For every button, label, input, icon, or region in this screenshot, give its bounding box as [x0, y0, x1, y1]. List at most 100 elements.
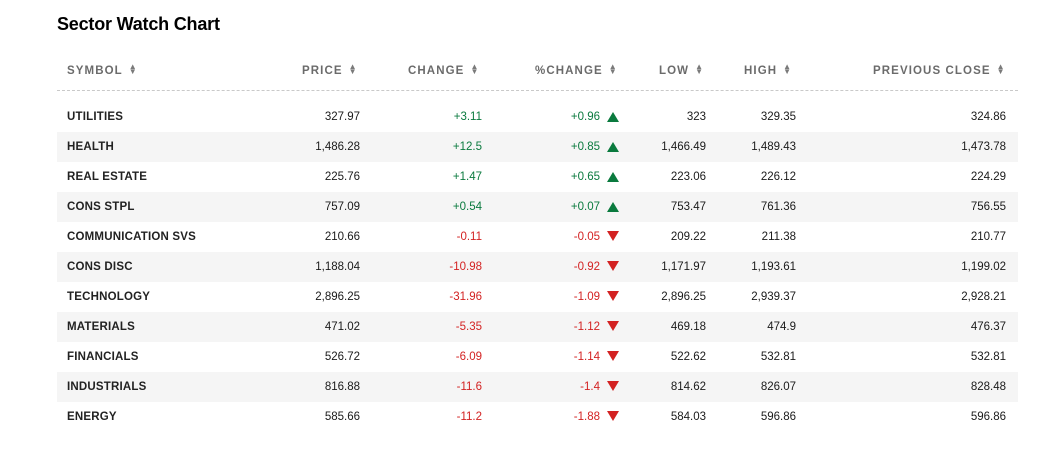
arrow-down-icon [607, 321, 619, 331]
sort-previous-close-header[interactable]: PREVIOUS CLOSE ▲ ▼ [873, 62, 1006, 77]
table-row[interactable]: CONS DISC 1,188.04 -10.98 -0.92 1,171.97 1,19… [57, 252, 1018, 282]
high-cell: 329.35 [760, 111, 796, 123]
symbol-cell[interactable]: HEALTH [67, 141, 114, 153]
low-cell: 469.18 [670, 321, 706, 333]
low-cell: 584.03 [670, 411, 706, 423]
previous-close-cell: 224.29 [970, 171, 1006, 183]
change-cell: -31.96 [449, 291, 482, 303]
high-cell: 211.38 [761, 231, 796, 243]
sort-icon: ▲ ▼ [470, 61, 480, 76]
table-row[interactable]: ENERGY 585.66 -11.2 -1.88 584.03 596.86 596.86 [57, 402, 1018, 432]
previous-close-cell: 756.55 [970, 201, 1006, 213]
price-cell: 1,486.28 [315, 141, 360, 153]
page-title: Sector Watch Chart [57, 14, 220, 34]
table-row[interactable]: HEALTH 1,486.28 +12.5 +0.85 1,466.49 1,489.43… [57, 132, 1018, 162]
high-cell: 596.86 [760, 411, 796, 423]
table-row[interactable]: MATERIALS 471.02 -5.35 -1.12 469.18 474.9 476.… [57, 312, 1018, 342]
percent-change-cell: -1.88 [573, 411, 600, 423]
sort-icon: ▲ ▼ [695, 61, 705, 76]
sort-icon: ▲ ▼ [348, 61, 358, 76]
header-label: HIGH [744, 65, 778, 77]
price-cell: 1,188.04 [315, 261, 360, 273]
sort-icon: ▲ ▼ [783, 61, 793, 76]
header-label: SYMBOL [67, 65, 123, 77]
sort-change-header[interactable]: CHANGE ▲ ▼ [408, 61, 480, 77]
sort-pchange-header[interactable]: %CHANGE ▲ ▼ [535, 62, 618, 77]
arrow-down-icon [607, 411, 619, 421]
symbol-cell[interactable]: FINANCIALS [67, 351, 139, 363]
price-cell: 327.97 [324, 111, 360, 123]
high-cell: 761.36 [760, 201, 796, 213]
sort-icon: ▲ ▼ [128, 61, 138, 76]
table-row[interactable]: TECHNOLOGY 2,896.25 -31.96 -1.09 2,896.25 2,9… [57, 282, 1018, 312]
change-cell: -10.98 [449, 261, 482, 273]
symbol-cell[interactable]: REAL ESTATE [67, 171, 148, 183]
percent-change-cell: +0.85 [570, 141, 600, 153]
price-cell: 471.02 [324, 321, 360, 333]
table-row[interactable]: FINANCIALS 526.72 -6.09 -1.14 522.62 532.81 53… [57, 342, 1018, 372]
change-cell: +12.5 [452, 141, 482, 153]
low-cell: 209.22 [670, 231, 706, 243]
arrow-down-icon [607, 381, 619, 391]
change-cell: +0.54 [452, 201, 482, 213]
high-cell: 2,939.37 [751, 291, 796, 303]
price-cell: 585.66 [324, 411, 360, 423]
table-row[interactable]: CONS STPL 757.09 +0.54 +0.07 753.47 761.36 756… [57, 192, 1018, 222]
low-cell: 1,171.97 [661, 261, 706, 273]
arrow-down-icon [607, 231, 619, 241]
percent-change-cell: -1.4 [580, 381, 600, 393]
sort-symbol-header[interactable]: SYMBOL ▲ ▼ [67, 61, 138, 77]
price-cell: 526.72 [324, 351, 360, 363]
symbol-cell[interactable]: CONS DISC [67, 261, 133, 273]
arrow-up-icon [607, 112, 619, 122]
table-row[interactable]: COMMUNICATION SVS 210.66 -0.11 -0.05 209.22 2… [57, 222, 1018, 252]
percent-change-cell: -1.09 [573, 291, 600, 303]
header-label: CHANGE [408, 65, 465, 77]
high-cell: 226.12 [760, 171, 796, 183]
percent-change-cell: +0.65 [570, 171, 600, 183]
arrow-down-icon [607, 351, 619, 361]
previous-close-cell: 476.37 [970, 321, 1006, 333]
previous-close-cell: 324.86 [970, 111, 1006, 123]
arrow-up-icon [607, 172, 619, 182]
previous-close-cell: 532.81 [970, 351, 1006, 363]
low-cell: 814.62 [670, 381, 706, 393]
table-row[interactable]: INDUSTRIALS 816.88 -11.6 -1.4 814.62 826.07 82… [57, 372, 1018, 402]
symbol-cell[interactable]: MATERIALS [67, 321, 136, 333]
previous-close-cell: 2,928.21 [961, 291, 1006, 303]
high-cell: 532.81 [760, 351, 796, 363]
symbol-cell[interactable]: INDUSTRIALS [67, 381, 147, 393]
price-cell: 210.66 [324, 231, 360, 243]
symbol-cell[interactable]: CONS STPL [67, 201, 135, 213]
sort-price-header[interactable]: PRICE ▲ ▼ [302, 61, 358, 77]
table-row[interactable]: REAL ESTATE 225.76 +1.47 +0.65 223.06 226.12 2… [57, 162, 1018, 192]
percent-change-cell: +0.96 [570, 111, 600, 123]
percent-change-cell: +0.07 [570, 201, 600, 213]
arrow-up-icon [607, 202, 619, 212]
sector-table-body: UTILITIES 327.97 +3.11 +0.96 323 329.35 324.86… [57, 102, 1018, 432]
symbol-cell[interactable]: UTILITIES [67, 111, 124, 123]
previous-close-cell: 828.48 [970, 381, 1006, 393]
previous-close-cell: 210.77 [970, 231, 1006, 243]
arrow-down-icon [607, 291, 619, 301]
change-cell: -0.11 [456, 231, 482, 243]
change-cell: -5.35 [455, 321, 482, 333]
table-header: SYMBOL ▲ ▼ PRICE ▲ ▼ CHANGE ▲ ▼ %CHANGE ▲ ▼ LOW ▲… [57, 62, 1018, 91]
price-cell: 816.88 [324, 381, 360, 393]
percent-change-cell: -1.12 [573, 321, 600, 333]
price-cell: 2,896.25 [315, 291, 360, 303]
percent-change-cell: -0.05 [573, 231, 600, 243]
symbol-cell[interactable]: TECHNOLOGY [67, 291, 151, 303]
previous-close-cell: 1,199.02 [961, 261, 1006, 273]
header-label: %CHANGE [535, 65, 603, 77]
sort-high-header[interactable]: HIGH ▲ ▼ [744, 61, 793, 77]
change-cell: +1.47 [452, 171, 482, 183]
header-label: PRICE [302, 65, 343, 77]
sort-low-header[interactable]: LOW ▲ ▼ [659, 61, 705, 77]
change-cell: -11.2 [456, 411, 482, 423]
symbol-cell[interactable]: COMMUNICATION SVS [67, 231, 197, 243]
symbol-cell[interactable]: ENERGY [67, 411, 117, 423]
header-label: PREVIOUS CLOSE [873, 65, 991, 77]
low-cell: 753.47 [670, 201, 706, 213]
table-row[interactable]: UTILITIES 327.97 +3.11 +0.96 323 329.35 324.86 [57, 102, 1018, 132]
